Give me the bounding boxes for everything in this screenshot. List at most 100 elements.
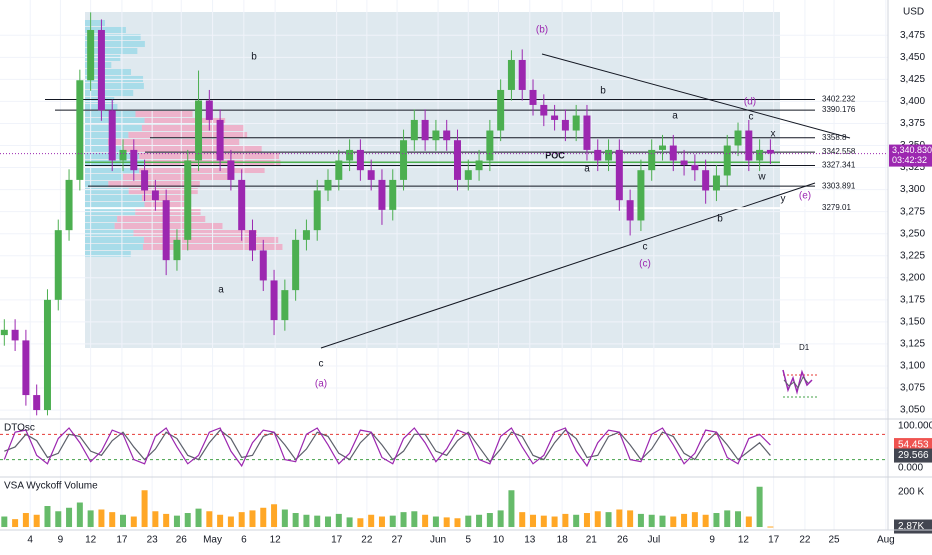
candle-body — [130, 149, 138, 171]
candle-body — [76, 80, 84, 180]
candle-body — [162, 200, 170, 261]
profile-bar — [85, 195, 143, 201]
x-tick-label: 12 — [85, 535, 97, 546]
x-tick-label: Jun — [430, 535, 446, 546]
x-tick-label: 26 — [617, 535, 629, 546]
volume-bar — [735, 511, 742, 528]
candle-body — [572, 115, 580, 131]
volume-bar — [281, 509, 288, 528]
candle-body — [658, 145, 666, 150]
candle-body — [97, 29, 105, 111]
x-tick-label: 27 — [392, 535, 404, 546]
candle-body — [507, 59, 515, 90]
poc-label: POC — [545, 151, 565, 161]
x-tick-label: 17 — [116, 535, 128, 546]
volume-bar — [605, 512, 612, 528]
profile-bar — [139, 153, 280, 159]
profile-bar — [85, 83, 144, 89]
candle-body — [216, 119, 224, 161]
volume-bar — [271, 504, 278, 528]
candle-body — [626, 200, 634, 221]
wave-label: b — [600, 86, 606, 97]
x-tick-label: 5 — [465, 535, 471, 546]
volume-bar — [454, 518, 461, 528]
candle-body — [227, 160, 235, 180]
volume-bar — [389, 515, 396, 528]
volume-bar — [745, 516, 752, 528]
volume-bar — [357, 518, 364, 528]
x-tick-label: 9 — [58, 535, 64, 546]
y-tick-label: 3,475 — [900, 30, 925, 41]
candle-body — [497, 89, 505, 131]
x-tick-label: May — [203, 535, 222, 546]
x-tick-label: 6 — [241, 535, 247, 546]
candle-body — [648, 149, 656, 171]
volume-bar — [314, 515, 321, 528]
wave-label: y — [781, 194, 786, 205]
y-tick-label: 0.000 — [898, 463, 923, 474]
candle-body — [11, 329, 19, 341]
candle-body — [712, 175, 720, 191]
candle-body — [551, 115, 559, 120]
volume-bar — [583, 513, 590, 528]
profile-bar — [85, 69, 132, 75]
wave-label: (b) — [536, 25, 548, 36]
volume-bar — [130, 516, 137, 528]
volume-bar — [767, 526, 774, 528]
candle-body — [486, 130, 494, 161]
wave-label: c — [749, 112, 754, 123]
volume-bar — [325, 516, 332, 528]
y-tick-label: 3,050 — [900, 405, 925, 416]
wave-label: w — [757, 172, 766, 183]
x-tick-label: 13 — [524, 535, 536, 546]
inset-label: D1 — [799, 343, 810, 352]
profile-bar — [141, 125, 244, 131]
level-label: 3358.8 — [822, 133, 847, 142]
y-tick-label: 3,150 — [900, 317, 925, 328]
y-tick-label: 3,450 — [900, 52, 925, 63]
volume-bar — [217, 514, 224, 528]
candle-body — [637, 170, 645, 221]
volume-bar — [249, 510, 256, 528]
volume-bar — [109, 512, 116, 528]
candle-body — [173, 239, 181, 261]
candle-body — [529, 89, 537, 105]
profile-bar — [85, 251, 131, 257]
countdown: 03:42:32 — [892, 155, 927, 165]
volume-bar — [346, 517, 353, 528]
candle-body — [33, 395, 41, 411]
wave-label: x — [771, 129, 776, 140]
profile-bar — [85, 146, 124, 152]
y-tick-label: 3,300 — [900, 184, 925, 195]
inset-path — [782, 369, 813, 395]
volume-bar — [87, 510, 94, 528]
volume-bar — [292, 513, 299, 528]
x-tick-label: 12 — [270, 535, 282, 546]
volume-bar — [670, 516, 677, 528]
volume-bar — [443, 517, 450, 528]
candle-body — [756, 149, 764, 161]
volume-bar — [368, 514, 375, 528]
osc-value-label: 29.566 — [898, 450, 929, 461]
volume-bar — [335, 513, 342, 528]
profile-bar — [85, 174, 123, 180]
candle-body — [475, 160, 483, 171]
volume-bar — [432, 516, 439, 528]
trendline — [320, 182, 816, 349]
candle-body — [680, 160, 688, 165]
profile-bar — [143, 237, 279, 243]
wave-label: (a) — [315, 379, 327, 390]
x-tick-label: 18 — [557, 535, 569, 546]
level-label: 3279.01 — [822, 203, 851, 212]
profile-bar — [128, 188, 198, 194]
y-tick-label: 200 K — [898, 487, 924, 498]
candle-body — [734, 130, 742, 146]
volume-bar — [497, 510, 504, 528]
candle-body — [238, 179, 246, 231]
candle-body — [367, 170, 375, 180]
volume-bar — [400, 512, 407, 528]
volume-bar — [184, 513, 191, 528]
volume-bar — [573, 514, 580, 528]
wave-label: a — [672, 111, 678, 122]
